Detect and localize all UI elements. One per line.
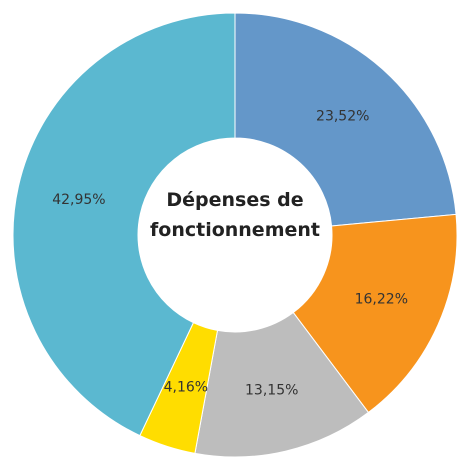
chart-title: Dépenses de fonctionnement [150,189,320,241]
data-label: 23,52% [316,109,369,125]
data-label: 42,95% [52,192,105,208]
data-label: 4,16% [164,379,208,395]
slice [12,12,236,437]
data-label: 16,22% [355,292,408,308]
data-label: 13,15% [245,383,298,399]
slice [234,12,457,227]
slice [292,213,457,414]
slice [194,311,370,458]
